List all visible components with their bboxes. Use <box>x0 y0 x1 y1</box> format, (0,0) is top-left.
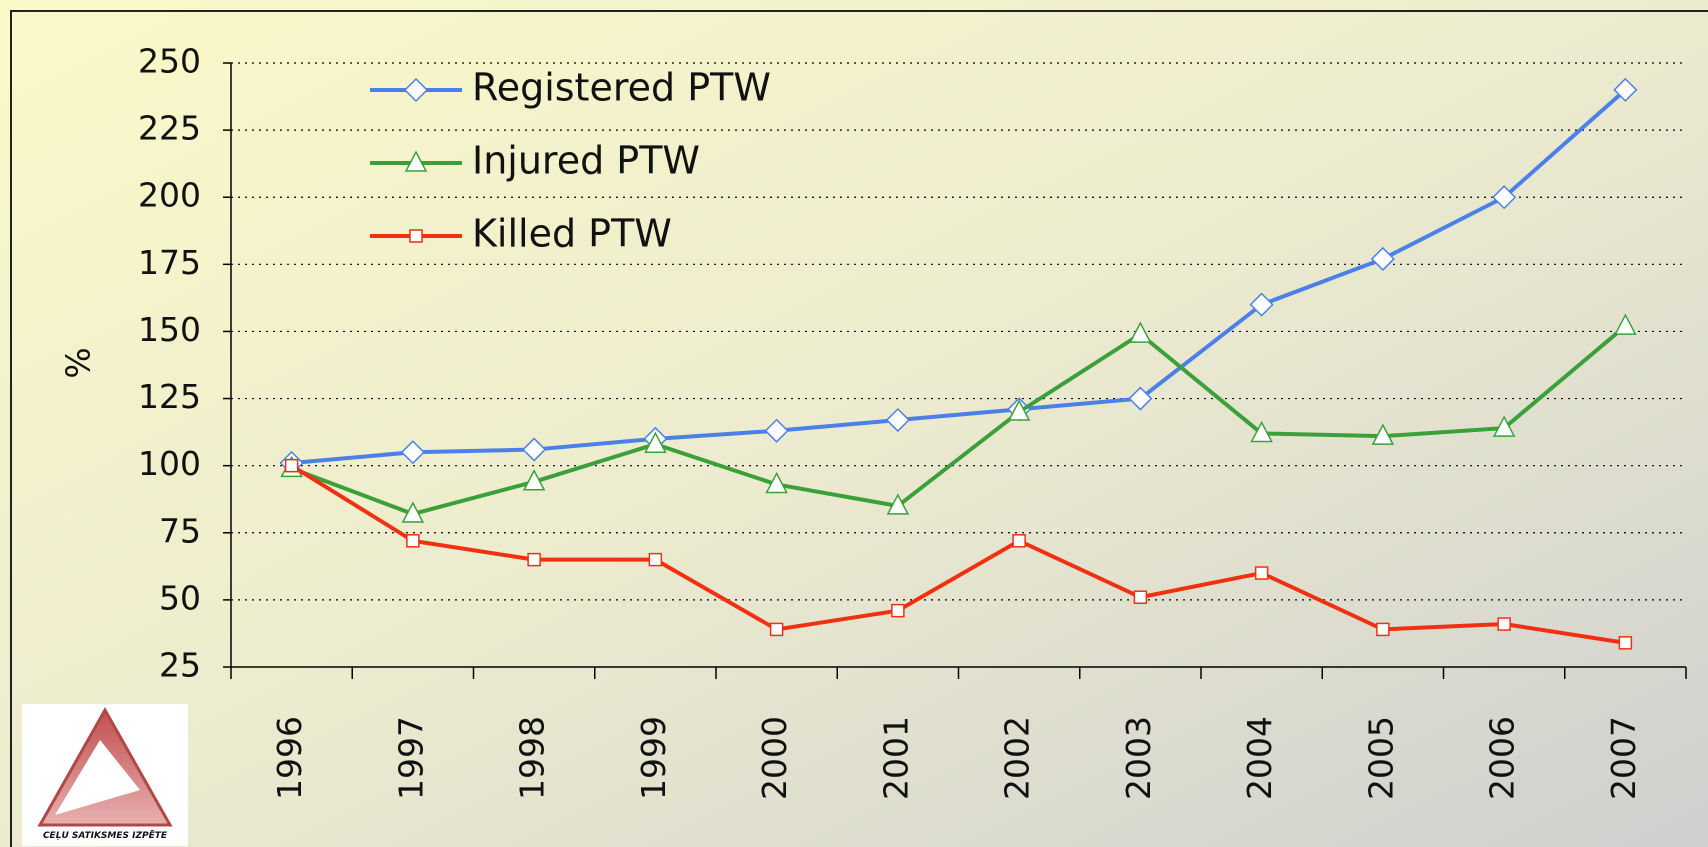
y-tick-label: 250 <box>138 42 201 81</box>
data-point <box>1254 566 1269 580</box>
data-point <box>527 552 541 567</box>
frame <box>10 10 1708 847</box>
y-tick-label: 75 <box>159 511 201 550</box>
data-point <box>1249 292 1274 317</box>
legend-label: Injured PTW <box>472 139 700 183</box>
y-tick-label: 100 <box>138 444 201 483</box>
legend-label: Killed PTW <box>472 212 672 256</box>
x-tick-label: 2001 <box>876 716 915 800</box>
series-line <box>290 463 1626 645</box>
x-tick-label: 1998 <box>513 716 552 800</box>
legend-label: Registered PTW <box>472 66 771 110</box>
series-line <box>291 88 1627 465</box>
data-point <box>284 458 299 473</box>
data-point <box>891 603 905 618</box>
data-point <box>1618 636 1633 650</box>
data-point <box>1129 321 1152 343</box>
data-point <box>1376 622 1390 637</box>
data-point <box>764 418 789 443</box>
x-tick-label: 1996 <box>270 716 309 800</box>
legend-marker <box>403 77 429 103</box>
data-point <box>648 552 663 567</box>
data-point <box>1128 386 1153 411</box>
data-point <box>886 493 910 515</box>
data-point <box>1497 617 1511 631</box>
data-point <box>1007 399 1031 421</box>
data-point <box>1371 423 1395 445</box>
data-point <box>1492 185 1517 210</box>
y-tick-label: 50 <box>159 578 201 617</box>
data-point <box>1613 77 1638 102</box>
y-tick-label: 200 <box>138 176 201 215</box>
x-tick-label: 2000 <box>755 716 794 800</box>
data-point <box>522 437 547 462</box>
data-point <box>1012 534 1026 548</box>
data-point <box>1492 415 1516 437</box>
x-tick-label: 2005 <box>1361 716 1400 800</box>
data-point <box>522 469 546 491</box>
x-tick-label: 2004 <box>1240 716 1279 800</box>
y-tick-label: 150 <box>138 310 201 349</box>
data-point <box>400 440 425 465</box>
x-tick-label: 1997 <box>391 716 430 800</box>
data-point <box>765 471 788 494</box>
data-point <box>406 534 420 548</box>
data-point <box>769 622 784 637</box>
series-line <box>290 324 1627 517</box>
data-point <box>885 407 910 433</box>
x-tick-label: 2007 <box>1604 716 1643 800</box>
y-tick-label: 175 <box>138 243 201 282</box>
y-tick-label: 125 <box>138 377 201 416</box>
data-point <box>1614 313 1637 335</box>
x-tick-label: 2002 <box>998 716 1037 800</box>
y-tick-label: 25 <box>159 646 201 685</box>
legend-marker <box>404 150 428 172</box>
data-point <box>1370 246 1395 272</box>
logo-text: CEĻU SATIKSMES IZPĒTE <box>43 830 168 841</box>
y-axis-title: % <box>59 347 98 378</box>
data-point <box>401 501 425 523</box>
x-tick-label: 1999 <box>634 716 673 800</box>
logo: CEĻU SATIKSMES IZPĒTE <box>22 704 188 846</box>
data-point <box>644 431 667 453</box>
legend-marker <box>409 229 423 243</box>
data-point <box>1133 590 1148 604</box>
y-tick-label: 225 <box>138 109 201 148</box>
x-tick-label: 2003 <box>1119 716 1158 800</box>
data-point <box>1250 420 1273 443</box>
x-tick-label: 2006 <box>1483 716 1522 800</box>
